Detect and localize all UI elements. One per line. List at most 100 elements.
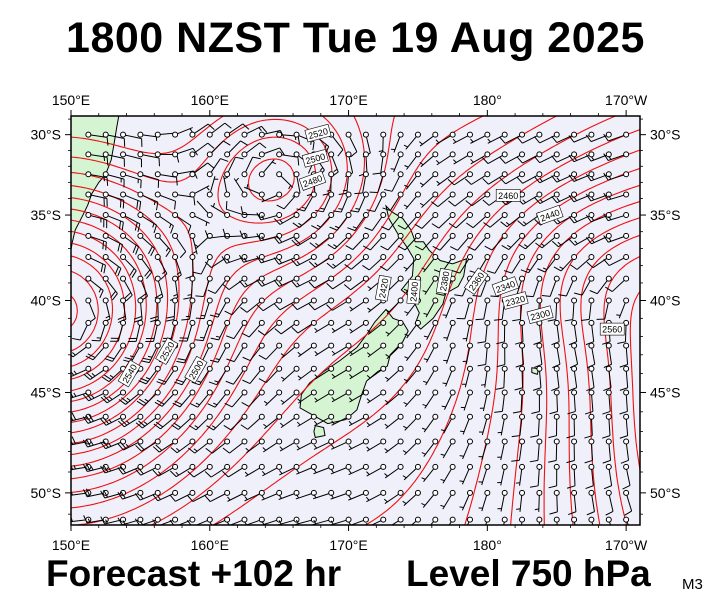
stewart-island bbox=[313, 425, 326, 439]
barb-station bbox=[345, 171, 352, 178]
wind-barb bbox=[440, 438, 456, 459]
barb-station bbox=[414, 254, 421, 261]
barb-station bbox=[588, 489, 595, 496]
wind-barb bbox=[349, 365, 369, 380]
barb-station bbox=[536, 438, 543, 445]
wind-barb bbox=[497, 463, 508, 486]
barb-station bbox=[120, 151, 127, 158]
barb-station bbox=[310, 516, 317, 523]
wind-barb bbox=[404, 151, 421, 170]
svg-text:2560: 2560 bbox=[602, 325, 622, 335]
barb-station bbox=[241, 389, 248, 396]
barb-station bbox=[380, 319, 387, 326]
barb-station bbox=[536, 151, 543, 158]
wind-barb bbox=[466, 212, 491, 229]
barb-station bbox=[571, 171, 578, 178]
barb-station bbox=[120, 516, 127, 523]
wind-barb bbox=[482, 151, 508, 165]
barb-station bbox=[189, 342, 196, 349]
contour-line bbox=[364, 149, 640, 525]
barb-station bbox=[328, 212, 335, 219]
wind-barb bbox=[452, 131, 473, 144]
wind-barb bbox=[223, 175, 231, 198]
wind-barb bbox=[548, 463, 560, 489]
wind-barb bbox=[308, 254, 335, 268]
wind-barb bbox=[137, 212, 157, 234]
barb-station bbox=[137, 131, 144, 138]
wind-barb bbox=[82, 389, 109, 402]
wind-barb bbox=[503, 254, 526, 274]
barb-station bbox=[380, 489, 387, 496]
barb-station bbox=[466, 413, 473, 420]
barb-station bbox=[120, 413, 127, 420]
wind-barb bbox=[190, 389, 213, 408]
barb-station bbox=[571, 489, 578, 496]
barb-station bbox=[310, 413, 317, 420]
wind-barb bbox=[514, 319, 526, 345]
wind-barb bbox=[207, 389, 231, 408]
barb-station bbox=[571, 516, 578, 523]
wind-barb bbox=[566, 438, 578, 464]
wind-barb bbox=[171, 413, 196, 430]
barb-station bbox=[519, 319, 526, 326]
contour-line bbox=[71, 197, 169, 423]
barb-station bbox=[553, 232, 560, 239]
wind-barb bbox=[256, 297, 283, 312]
barb-station bbox=[102, 342, 109, 349]
barb-station bbox=[85, 319, 92, 326]
barb-station bbox=[536, 463, 543, 470]
barb-station bbox=[484, 489, 491, 496]
wind-barb bbox=[206, 413, 231, 431]
barb-station bbox=[241, 131, 248, 138]
wind-barb bbox=[245, 438, 265, 454]
wind-barb bbox=[620, 438, 630, 464]
barb-station bbox=[241, 275, 248, 282]
barb-station bbox=[293, 171, 300, 178]
barb-station bbox=[224, 365, 231, 372]
barb-station bbox=[432, 365, 439, 372]
wind-barb bbox=[204, 489, 231, 503]
barb-station bbox=[588, 389, 595, 396]
barb-station bbox=[484, 297, 491, 304]
barb-station bbox=[362, 191, 369, 198]
wind-barb bbox=[120, 171, 142, 189]
wind-barb bbox=[519, 516, 526, 525]
wind-barb bbox=[181, 297, 196, 321]
barb-station bbox=[241, 254, 248, 261]
barb-station bbox=[519, 131, 526, 138]
barb-station bbox=[120, 319, 127, 326]
barb-station bbox=[276, 151, 283, 158]
wind-barb bbox=[313, 463, 335, 475]
wind-barb bbox=[291, 254, 317, 267]
barb-station bbox=[588, 131, 595, 138]
wind-barb bbox=[313, 438, 335, 450]
contour-line bbox=[71, 230, 137, 392]
wind-barb bbox=[276, 191, 300, 210]
wind-barb bbox=[423, 365, 439, 386]
barb-station bbox=[276, 365, 283, 372]
wind-barb bbox=[497, 438, 508, 461]
wind-barb bbox=[326, 275, 352, 290]
wind-barb bbox=[421, 463, 439, 483]
barb-station bbox=[449, 489, 456, 496]
barb-station bbox=[102, 319, 109, 326]
wind-barb bbox=[484, 516, 491, 525]
barb-station bbox=[241, 342, 248, 349]
barb-station bbox=[293, 232, 300, 239]
barb-station bbox=[102, 254, 109, 261]
wind-barb bbox=[384, 463, 404, 479]
wind-barb bbox=[515, 463, 526, 486]
barb-station bbox=[120, 275, 127, 282]
wind-barb bbox=[459, 489, 473, 511]
barb-station bbox=[328, 319, 335, 326]
wind-barb bbox=[518, 232, 543, 250]
wind-barb bbox=[85, 232, 107, 251]
wind-barb bbox=[532, 365, 543, 391]
barb-station bbox=[154, 232, 161, 239]
wind-barb bbox=[224, 156, 244, 178]
wind-barb bbox=[568, 131, 595, 143]
barb-station bbox=[85, 232, 92, 239]
barb-station bbox=[85, 212, 92, 219]
barb-station bbox=[276, 438, 283, 445]
barb-station bbox=[224, 438, 231, 445]
